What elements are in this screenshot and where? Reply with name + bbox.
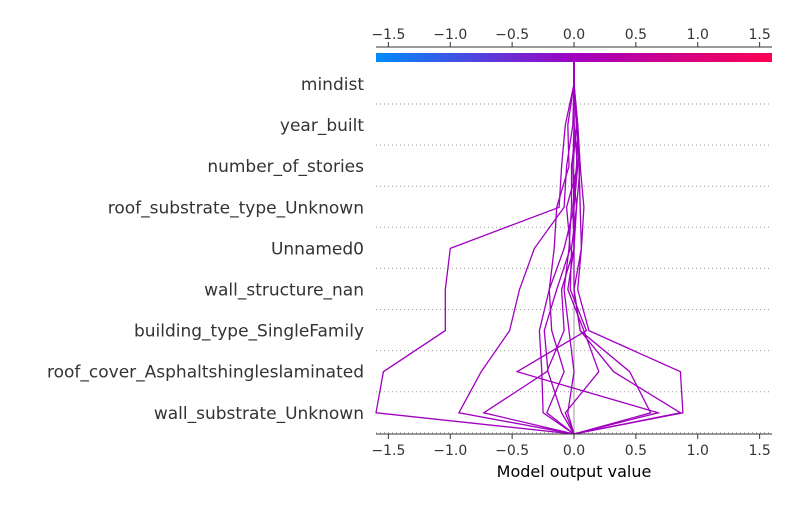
decision-line [543,62,579,435]
feature-label: year_built [280,116,364,136]
tick-label: −1.0 [433,443,467,459]
tick-label: −1.5 [371,443,405,459]
decision-line [482,62,578,435]
decision-lines [375,62,684,435]
decision-line [573,62,684,435]
feature-label: roof_cover_Asphaltshingleslaminated [47,363,364,383]
feature-label: wall_structure_nan [204,281,364,301]
feature-labels: mindist year_built number_of_stories roof_s… [47,75,364,424]
decision-line [375,62,575,435]
tick-label: 0.0 [563,443,585,459]
tick-label: −1.0 [433,27,467,43]
decision-line [573,62,652,435]
tick-label: 0.5 [625,443,647,459]
tick-label: −0.5 [495,27,529,43]
tick-label: 1.0 [687,27,709,43]
feature-label: number_of_stories [207,157,364,177]
bottom-axis: −1.5 −1.0 −0.5 0.0 0.5 1.0 1.5 [371,433,772,459]
x-axis-title: Model output value [497,462,652,481]
feature-label: Unnamed0 [271,239,364,259]
tick-label: 0.0 [563,27,585,43]
tick-label: 1.5 [748,27,770,43]
decision-line [457,62,575,435]
decision-line [515,62,661,435]
decision-line [538,62,575,435]
decision-line [572,62,683,435]
tick-label: 1.5 [748,443,770,459]
feature-label: building_type_SingleFamily [134,322,364,342]
tick-label: −1.5 [371,27,405,43]
colorbar [376,53,772,62]
feature-label: wall_substrate_Unknown [154,404,364,424]
tick-label: 0.5 [625,27,647,43]
feature-label: roof_substrate_type_Unknown [108,198,364,218]
top-axis: −1.5 −1.0 −0.5 0.0 0.5 1.0 1.5 [371,27,772,48]
tick-label: 1.0 [687,443,709,459]
feature-label: mindist [301,75,364,95]
tick-label: −0.5 [495,443,529,459]
